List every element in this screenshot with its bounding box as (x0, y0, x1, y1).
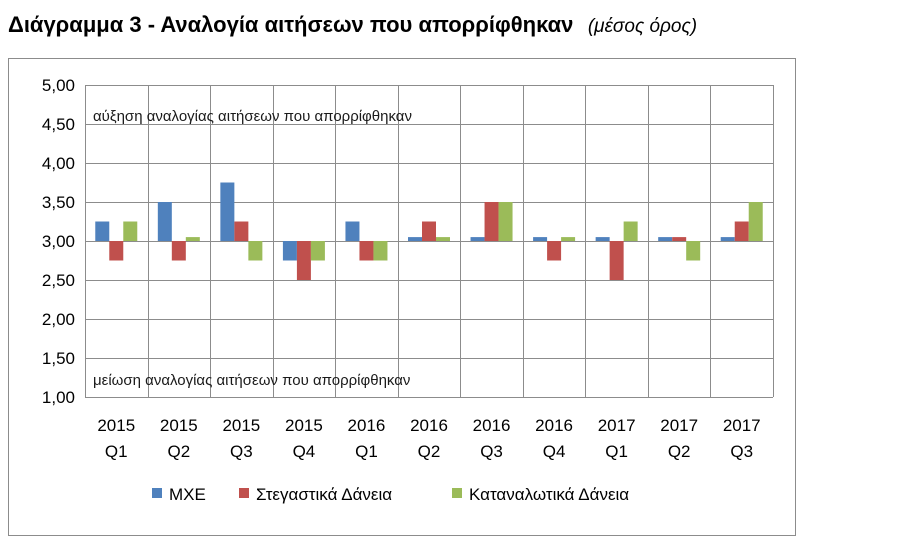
x-tick-label-quarter: Q3 (730, 442, 753, 461)
bar (220, 182, 235, 241)
x-tick-label-year: 2016 (410, 416, 448, 435)
x-tick-label-year: 2015 (97, 416, 135, 435)
bar (359, 241, 374, 261)
bar (408, 237, 422, 241)
y-tick-label: 3,50 (42, 193, 75, 212)
bar (310, 241, 325, 261)
bar (422, 221, 436, 241)
bar (109, 241, 124, 261)
bar (185, 237, 200, 241)
y-tick-label: 4,50 (42, 115, 75, 134)
x-tick-label-quarter: Q4 (543, 442, 566, 461)
y-tick-label: 3,00 (42, 232, 75, 251)
x-tick-label-year: 2016 (473, 416, 511, 435)
bar (345, 221, 360, 241)
x-tick-label-quarter: Q1 (105, 442, 128, 461)
bar (95, 221, 110, 241)
bar (734, 221, 749, 241)
bar (248, 241, 263, 261)
bar (436, 237, 450, 241)
bar (470, 237, 485, 241)
x-tick-label-year: 2017 (723, 416, 761, 435)
bar (123, 221, 138, 241)
bar (595, 237, 610, 241)
legend-label: Καταναλωτικά Δάνεια (469, 485, 629, 504)
title-row: Διάγραμμα 3 - Αναλογία αιτήσεων που απορ… (8, 12, 697, 38)
x-tick-label-quarter: Q2 (167, 442, 190, 461)
chart-frame: 1,00 1,50 2,00 2,50 3,00 3,50 4,00 4,50 5,00 201… (8, 58, 796, 536)
x-tick-label-quarter: Q2 (418, 442, 441, 461)
x-tick-label-year: 2017 (660, 416, 698, 435)
bar (561, 237, 576, 241)
legend: ΜΧΕ Στεγαστικά Δάνεια Καταναλωτικά Δάνεια (152, 485, 629, 504)
bar (373, 241, 388, 261)
y-tick-label: 4,00 (42, 154, 75, 173)
y-axis-ticks: 1,00 1,50 2,00 2,50 3,00 3,50 4,00 4,50 5,00 (42, 76, 75, 407)
x-tick-label-quarter: Q2 (668, 442, 691, 461)
x-tick-label-year: 2016 (535, 416, 573, 435)
bar (234, 221, 249, 241)
bar (547, 241, 562, 261)
x-tick-label-year: 2015 (222, 416, 260, 435)
x-tick-label-year: 2016 (348, 416, 386, 435)
bar (533, 237, 548, 241)
bar (484, 202, 499, 241)
bar (658, 237, 673, 241)
bar (157, 202, 172, 241)
legend-swatch (239, 488, 249, 498)
bar (686, 241, 701, 261)
annotation-decrease: μείωση αναλογίας αιτήσεων που απορρίφθηκ… (93, 372, 410, 389)
chart-title: Διάγραμμα 3 - Αναλογία αιτήσεων που απορ… (8, 12, 574, 37)
legend-swatch (152, 488, 162, 498)
bar-chart: 1,00 1,50 2,00 2,50 3,00 3,50 4,00 4,50 5,00 201… (42, 76, 774, 504)
legend-swatch (452, 488, 462, 498)
x-axis-ticks: 2015 Q1 2015 Q2 2015 Q3 2015 Q4 2016 Q1 2016 Q2 2016… (97, 416, 760, 461)
x-tick-label-year: 2015 (160, 416, 198, 435)
legend-label: Στεγαστικά Δάνεια (256, 485, 392, 504)
chart-subtitle: (μέσος όρος) (587, 16, 698, 37)
bar (748, 202, 763, 241)
bar (498, 202, 513, 241)
bar (282, 241, 297, 261)
x-tick-label-quarter: Q4 (293, 442, 316, 461)
x-tick-label-quarter: Q3 (230, 442, 253, 461)
bar (171, 241, 186, 261)
legend-label: ΜΧΕ (169, 485, 206, 504)
y-tick-label: 1,00 (42, 388, 75, 407)
x-tick-label-quarter: Q1 (355, 442, 378, 461)
y-tick-label: 5,00 (42, 76, 75, 95)
x-tick-label-year: 2015 (285, 416, 323, 435)
y-tick-label: 1,50 (42, 349, 75, 368)
x-tick-label-year: 2017 (598, 416, 636, 435)
y-tick-label: 2,00 (42, 310, 75, 329)
bar (672, 237, 687, 241)
gridlines (85, 85, 774, 398)
bar (623, 221, 638, 241)
bars (95, 182, 763, 280)
bar (720, 237, 735, 241)
annotation-increase: αύξηση αναλογίας αιτήσεων που απορρίφθηκ… (93, 108, 412, 125)
bar (609, 241, 624, 280)
x-tick-label-quarter: Q1 (605, 442, 628, 461)
y-tick-label: 2,50 (42, 271, 75, 290)
x-tick-label-quarter: Q3 (480, 442, 503, 461)
bar (296, 241, 311, 280)
